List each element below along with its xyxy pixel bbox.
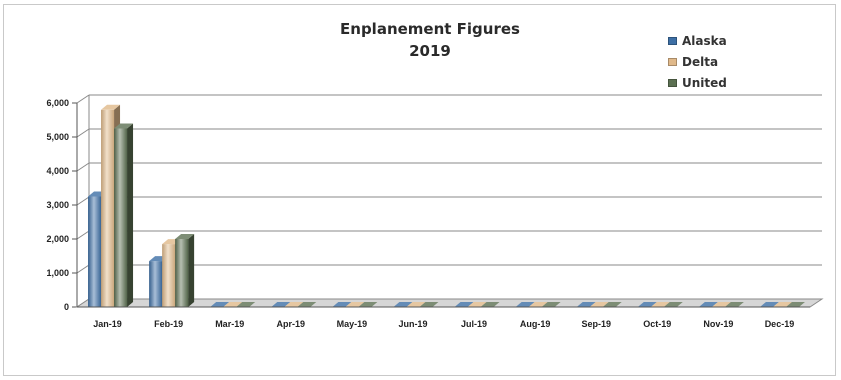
bar-top-alaska-oct-19	[637, 302, 657, 307]
x-tick-label: Jan-19	[93, 319, 122, 329]
bar-top-alaska-apr-19	[271, 302, 291, 307]
bar-top-united-feb-19	[175, 234, 195, 239]
bar-top-united-jan-19	[114, 123, 134, 129]
bar-top-united-jul-19	[480, 302, 500, 307]
legend-label-delta: Delta	[682, 54, 719, 69]
x-tick-label: Feb-19	[154, 319, 183, 329]
legend-label-alaska: Alaska	[682, 33, 727, 48]
x-tick-label: Dec-19	[765, 319, 795, 329]
bar-alaska-feb-19	[149, 261, 163, 307]
x-tick-label: Apr-19	[277, 319, 306, 329]
x-tick-label: Oct-19	[643, 319, 671, 329]
bar-top-alaska-may-19	[332, 302, 352, 307]
bar-top-delta-jul-19	[467, 302, 487, 307]
x-tick-label: Jun-19	[398, 319, 427, 329]
bar-united-feb-19	[175, 239, 189, 307]
x-tick-label: Jul-19	[461, 319, 487, 329]
y-tick-label: 1,000	[46, 268, 69, 278]
legend-item-delta: Delta	[668, 51, 727, 72]
y-tick-label: 4,000	[46, 166, 69, 176]
bar-top-delta-sep-19	[589, 302, 609, 307]
gridline-wall	[76, 94, 90, 104]
bar-top-delta-apr-19	[284, 302, 304, 307]
legend-item-alaska: Alaska	[668, 30, 727, 51]
bar-united-jan-19	[114, 128, 128, 307]
gridline-wall	[76, 230, 90, 240]
bar-top-alaska-nov-19	[698, 302, 718, 307]
legend-label-united: United	[682, 75, 727, 90]
bar-top-alaska-sep-19	[576, 302, 596, 307]
bar-top-alaska-mar-19	[210, 302, 230, 307]
bar-top-united-oct-19	[663, 302, 683, 307]
bar-top-united-apr-19	[297, 302, 317, 307]
y-tick-label: 3,000	[46, 200, 69, 210]
bar-side-united-feb-19	[188, 234, 195, 307]
bar-top-alaska-aug-19	[515, 302, 535, 307]
bar-top-united-nov-19	[724, 302, 744, 307]
x-tick-label: May-19	[337, 319, 368, 329]
y-tick-label: 6,000	[46, 98, 69, 108]
y-tick-label: 2,000	[46, 234, 69, 244]
x-tick-label: Mar-19	[215, 319, 244, 329]
legend-swatch-delta	[668, 57, 677, 66]
legend-swatch-alaska	[668, 36, 677, 45]
x-tick-label: Aug-19	[520, 319, 551, 329]
y-tick-label: 5,000	[46, 132, 69, 142]
bar-top-delta-jan-19	[101, 104, 121, 110]
gridline-wall	[76, 264, 90, 274]
bar-top-delta-aug-19	[528, 302, 548, 307]
bar-top-alaska-jun-19	[393, 302, 413, 307]
bar-top-united-dec-19	[785, 302, 805, 307]
bar-top-delta-dec-19	[772, 302, 792, 307]
bar-top-united-mar-19	[236, 302, 256, 307]
bar-delta-feb-19	[162, 244, 176, 307]
bar-alaska-jan-19	[88, 196, 102, 307]
chart-title: Enplanement Figures 2019	[290, 18, 570, 62]
bar-top-alaska-jul-19	[454, 302, 474, 307]
chart-subtitle-text: 2019	[409, 42, 451, 60]
y-tick-label: 0	[64, 302, 69, 312]
chart-border	[3, 4, 836, 376]
chart-title-text: Enplanement Figures	[340, 20, 520, 38]
bar-top-united-may-19	[358, 302, 378, 307]
legend-swatch-united	[668, 78, 677, 87]
bar-top-alaska-dec-19	[759, 302, 779, 307]
bar-delta-jan-19	[101, 109, 115, 307]
bar-top-delta-nov-19	[711, 302, 731, 307]
bar-top-united-jun-19	[419, 302, 439, 307]
bar-top-united-aug-19	[541, 302, 561, 307]
gridline-wall	[76, 162, 90, 172]
legend-item-united: United	[668, 72, 727, 93]
chart-legend: Alaska Delta United	[668, 30, 727, 93]
gridline-wall	[76, 128, 90, 138]
x-tick-label: Nov-19	[703, 319, 733, 329]
bar-top-delta-oct-19	[650, 302, 670, 307]
bar-side-united-jan-19	[127, 123, 134, 307]
bar-top-delta-may-19	[345, 302, 365, 307]
gridline-wall	[76, 196, 90, 206]
bar-top-united-sep-19	[602, 302, 622, 307]
bar-top-delta-mar-19	[223, 302, 243, 307]
bar-top-delta-jun-19	[406, 302, 426, 307]
x-tick-label: Sep-19	[581, 319, 611, 329]
